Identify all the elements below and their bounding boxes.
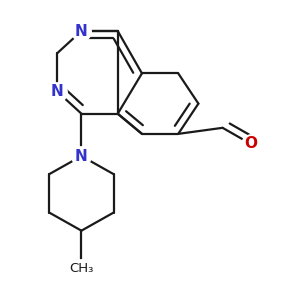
Text: N: N — [51, 84, 64, 99]
Text: CH₃: CH₃ — [69, 262, 94, 275]
Text: O: O — [244, 136, 257, 152]
Text: N: N — [75, 148, 88, 164]
Text: N: N — [75, 23, 88, 38]
